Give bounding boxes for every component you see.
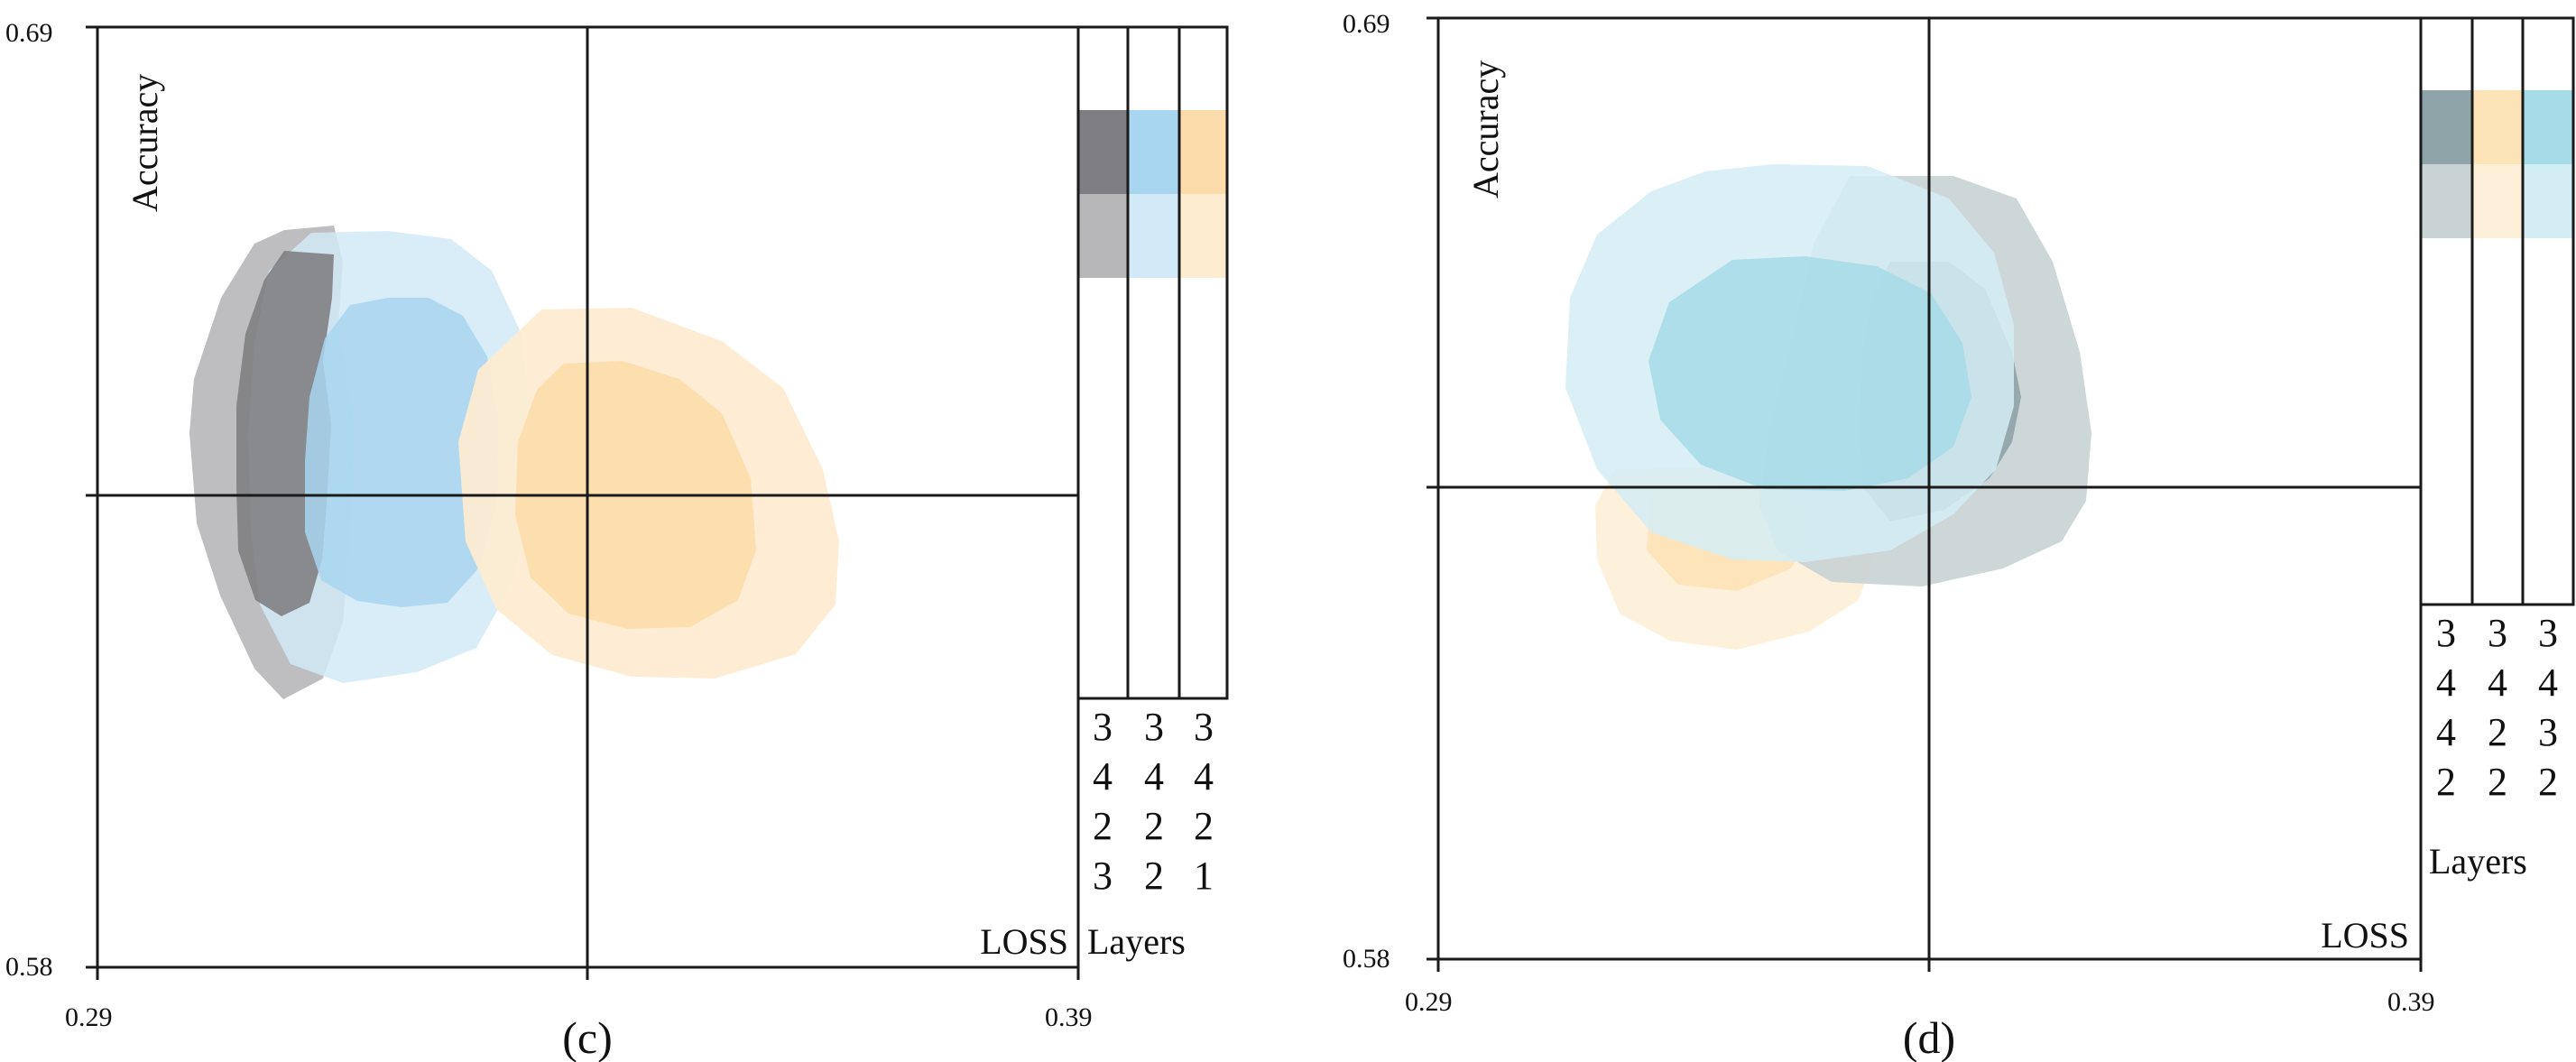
panel-c-legend-swatch-1-outer [1128, 194, 1179, 278]
panel-d-y-axis-label: Accuracy [1465, 60, 1506, 199]
panel-d-series-2-inner-contour [1648, 256, 1971, 491]
panel-c-y-tick-label-top: 0.69 [5, 18, 53, 48]
panel-c-x-tick-label-left: 0.29 [65, 1002, 113, 1032]
panel-c-layer-s0-l2: 2 [1093, 804, 1113, 848]
panel-d-panel-label: (d) [1903, 1012, 1955, 1062]
panel-c-density-contours [189, 226, 839, 699]
panel-c-legend-swatch-0-inner [1078, 110, 1128, 194]
panel-c-x-axis-label: LOSS [980, 921, 1068, 962]
panel-c-series-1-inner-contour [305, 298, 498, 607]
panel-d-legend: 3 4 4 2 3 4 2 2 3 4 3 2 Layers [2419, 16, 2575, 882]
panel-c-legend-swatch-2-inner [1179, 110, 1227, 194]
panel-c-layer-s2-l2: 2 [1194, 804, 1214, 848]
panel-c-layer-s1-l2: 2 [1144, 804, 1164, 848]
panel-d-x-tick-label-left: 0.29 [1405, 987, 1453, 1017]
panel-d-layer-s2-l2: 3 [2538, 710, 2558, 754]
panel-d-layer-s2-l0: 3 [2538, 611, 2558, 655]
panel-d-x-axis-label: LOSS [2321, 915, 2409, 956]
panel-c-layer-s2-l1: 4 [1194, 754, 1214, 799]
panel-c-y-axis-label: Accuracy [125, 74, 165, 212]
panel-c-legend-layer-digits: 3 4 2 3 3 4 2 2 3 4 2 1 [1093, 705, 1214, 898]
panel-d-legend-swatch-2-inner [2523, 90, 2573, 164]
panel-c-layer-s2-l3: 1 [1194, 854, 1214, 898]
panel-c-layer-s2-l0: 3 [1194, 705, 1214, 749]
panel-d: 0.69 0.58 0.29 0.39 Accuracy LOSS (d) 3 … [1343, 9, 2575, 1062]
panel-d-y-tick-label-top: 0.69 [1343, 9, 1390, 39]
panel-c: 0.69 0.58 0.29 0.39 Accuracy LOSS (c) 3 … [5, 18, 1229, 1062]
panel-c-layer-s1-l3: 2 [1144, 854, 1164, 898]
panel-d-layer-s0-l1: 4 [2436, 660, 2456, 705]
panel-c-layer-s0-l1: 4 [1093, 754, 1113, 799]
panel-c-layer-s0-l0: 3 [1093, 705, 1113, 749]
panel-d-legend-title: Layers [2429, 841, 2527, 882]
panel-c-legend-swatch-1-inner [1128, 110, 1179, 194]
panel-d-layer-s0-l0: 3 [2436, 611, 2456, 655]
panel-c-x-tick-label-right: 0.39 [1045, 1002, 1093, 1032]
panel-c-panel-label: (c) [562, 1012, 613, 1062]
panel-c-layer-s0-l3: 3 [1093, 854, 1113, 898]
panel-d-legend-swatch-2-outer [2523, 164, 2573, 238]
panel-d-legend-swatch-1-outer [2472, 164, 2523, 238]
panel-d-layer-s2-l1: 4 [2538, 660, 2558, 705]
panel-d-legend-layer-digits: 3 4 4 2 3 4 2 2 3 4 3 2 [2436, 611, 2558, 804]
panel-d-layer-s0-l2: 4 [2436, 710, 2456, 754]
panel-d-layer-s1-l0: 3 [2488, 611, 2507, 655]
panel-d-layer-s2-l3: 2 [2538, 760, 2558, 804]
panel-c-legend-swatch-2-outer [1179, 194, 1227, 278]
panel-c-layer-s1-l0: 3 [1144, 705, 1164, 749]
panel-c-legend: 3 4 2 3 3 4 2 2 3 4 2 1 Layers [1076, 25, 1229, 962]
panel-c-legend-title: Layers [1087, 921, 1186, 962]
panel-d-x-tick-label-right: 0.39 [2387, 987, 2435, 1017]
panel-c-layer-s1-l1: 4 [1144, 754, 1164, 799]
panel-d-layer-s1-l2: 2 [2488, 710, 2507, 754]
panel-d-legend-swatch-0-inner [2421, 90, 2472, 164]
panel-c-legend-swatch-0-outer [1078, 194, 1128, 278]
panel-d-layer-s1-l3: 2 [2488, 760, 2507, 804]
panel-d-density-contours [1565, 164, 2091, 650]
panel-c-y-tick-label-bottom: 0.58 [5, 952, 53, 982]
panel-d-legend-swatch-0-outer [2421, 164, 2472, 238]
panel-d-legend-box-2 [2521, 16, 2575, 606]
panel-d-y-tick-label-bottom: 0.58 [1343, 944, 1390, 974]
panel-d-legend-swatch-1-inner [2472, 90, 2523, 164]
panel-d-layer-s0-l3: 2 [2436, 760, 2456, 804]
panel-d-layer-s1-l1: 4 [2488, 660, 2507, 705]
panel-c-legend-box-2 [1177, 25, 1229, 700]
